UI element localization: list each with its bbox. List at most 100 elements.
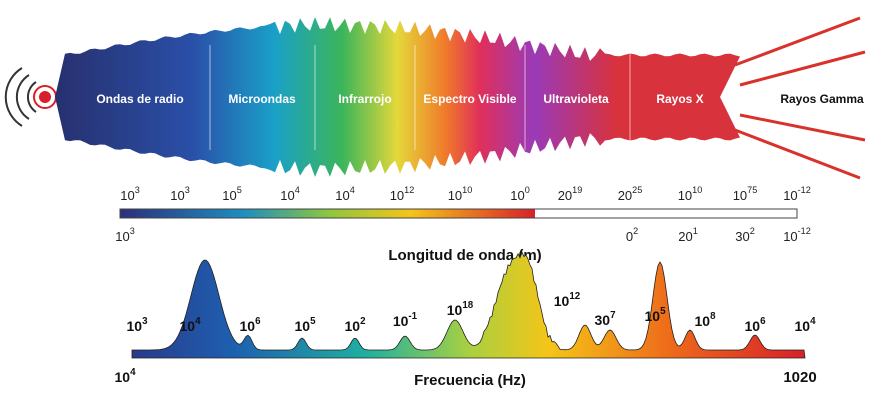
- frequency-top-label-base: 10: [344, 318, 360, 334]
- wavelength-top-label-base: 10: [120, 188, 134, 203]
- wavelength-top-label-exponent: 19: [572, 185, 582, 195]
- frequency-top-label-exponent: 6: [760, 316, 766, 327]
- frequency-left-label-exponent: 4: [130, 367, 136, 378]
- wavelength-top-label-base: 10: [280, 188, 294, 203]
- wavelength-top-label: 10-12: [783, 185, 811, 203]
- wavelength-top-label-exponent: 12: [404, 185, 414, 195]
- frequency-top-label-exponent: 2: [360, 316, 366, 327]
- wavelength-top-label-base: 10: [170, 188, 184, 203]
- frequency-top-label-exponent: 7: [610, 310, 616, 321]
- wavelength-top-label: 1075: [733, 185, 758, 203]
- frequency-top-label: 1012: [554, 291, 581, 309]
- wavelength-bottom-label-exponent: 3: [130, 226, 135, 236]
- frequency-top-label: 106: [744, 316, 766, 334]
- frequency-top-label-exponent: 4: [195, 316, 201, 327]
- frequency-top-label-base: 10: [794, 318, 810, 334]
- frequency-top-label: 307: [594, 310, 616, 328]
- wavelength-top-label: 105: [222, 185, 242, 203]
- frequency-top-label-exponent: 4: [810, 316, 816, 327]
- wavelength-bottom-label-exponent: -12: [798, 226, 811, 236]
- frequency-top-label-base: 10: [744, 318, 760, 334]
- wavelength-bottom-label-base: 20: [678, 229, 692, 244]
- frequency-top-label-base: 10: [239, 318, 255, 334]
- wavelength-top-label: 1010: [448, 185, 473, 203]
- wavelength-top-label: 1010: [678, 185, 703, 203]
- wavelength-top-label-base: 10: [678, 188, 692, 203]
- frequency-top-label-exponent: 8: [710, 311, 716, 322]
- wavelength-top-label-exponent: -12: [798, 185, 811, 195]
- wavelength-bottom-label-exponent: 2: [750, 226, 755, 236]
- wavelength-top-label-exponent: 10: [692, 185, 702, 195]
- frequency-top-label-base: 10: [554, 293, 570, 309]
- band-label: Espectro Visible: [423, 92, 516, 106]
- wavelength-bottom-label-exponent: 1: [693, 226, 698, 236]
- wavelength-top-label: 1012: [390, 185, 415, 203]
- wavelength-top-label-exponent: 0: [525, 185, 530, 195]
- frequency-top-label-base: 10: [126, 318, 142, 334]
- frequency-top-label-exponent: 6: [255, 316, 261, 327]
- frequency-top-label-exponent: 5: [660, 306, 666, 317]
- wavelength-top-label: 104: [335, 185, 355, 203]
- frequency-top-label-base: 30: [594, 312, 610, 328]
- wavelength-bottom-label-base: 30: [735, 229, 749, 244]
- wavelength-top-label-base: 10: [335, 188, 349, 203]
- frequency-top-label: 106: [239, 316, 261, 334]
- wavelength-bottom-label: 10-12: [783, 226, 811, 244]
- band-label: Infrarrojo: [338, 92, 391, 106]
- wavelength-top-label: 100: [510, 185, 530, 203]
- frequency-top-label: 108: [694, 311, 716, 329]
- frequency-top-label-base: 10: [447, 302, 463, 318]
- frequency-top-label: 10-1: [393, 311, 418, 329]
- frequency-right-label: 1020: [783, 369, 816, 386]
- frequency-top-label-base: 10: [179, 318, 195, 334]
- frequency-left-label-base: 10: [114, 369, 130, 385]
- wavelength-top-label-exponent: 4: [350, 185, 355, 195]
- wavelength-top-label: 2019: [558, 185, 583, 203]
- frequency-top-label-base: 10: [644, 308, 660, 324]
- wavelength-top-label-exponent: 4: [295, 185, 300, 195]
- spectrum-diagram: Longitud de onda (m) Frecuencia (Hz) 102…: [0, 0, 883, 394]
- wavelength-top-label-exponent: 25: [632, 185, 642, 195]
- wavelength-top-label-base: 10: [390, 188, 404, 203]
- wavelength-bottom-label: 201: [678, 226, 698, 244]
- frequency-top-label-exponent: 3: [142, 316, 148, 327]
- wavelength-top-label-base: 20: [618, 188, 632, 203]
- wavelength-bottom-label-base: 0: [626, 229, 633, 244]
- frequency-title: Frecuencia (Hz): [414, 372, 526, 389]
- wavelength-top-label-base: 10: [510, 188, 524, 203]
- wavelength-bottom-label-base: 10: [115, 229, 129, 244]
- frequency-top-label-base: 10: [694, 313, 710, 329]
- frequency-top-label-exponent: 18: [462, 300, 473, 311]
- wavelength-top-label-exponent: 5: [237, 185, 242, 195]
- frequency-top-label: 1018: [447, 300, 474, 318]
- band-label: Microondas: [228, 92, 296, 106]
- frequency-left-label: 104: [114, 367, 136, 385]
- wavelength-bar: [120, 209, 535, 218]
- frequency-top-label-base: 10: [393, 313, 409, 329]
- frequency-top-label: 102: [344, 316, 366, 334]
- wavelength-bottom-label: 302: [735, 226, 755, 244]
- wavelength-bottom-label: 103: [115, 226, 135, 244]
- radio-icon: [6, 68, 56, 126]
- frequency-top-label-base: 10: [294, 318, 310, 334]
- band-label: Ultravioleta: [543, 92, 609, 106]
- wavelength-top-label-exponent: 10: [462, 185, 472, 195]
- wavelength-bottom-label: 02: [626, 226, 638, 244]
- frequency-top-label-exponent: -1: [408, 311, 417, 322]
- wavelength-top-label-base: 10: [733, 188, 747, 203]
- frequency-top-label: 103: [126, 316, 148, 334]
- wavelength-top-label-base: 10: [448, 188, 462, 203]
- band-label: Rayos X: [656, 92, 703, 106]
- wavelength-bottom-label-base: 10: [783, 229, 797, 244]
- frequency-top-label: 105: [294, 316, 316, 334]
- wavelength-top-label: 104: [280, 185, 300, 203]
- wavelength-top-label-exponent: 3: [185, 185, 190, 195]
- wavelength-top-label: 103: [170, 185, 190, 203]
- wavelength-top-label-exponent: 75: [747, 185, 757, 195]
- wavelength-top-label-base: 10: [222, 188, 236, 203]
- frequency-top-label: 104: [794, 316, 816, 334]
- frequency-top-label-exponent: 5: [310, 316, 316, 327]
- wavelength-top-label-base: 20: [558, 188, 572, 203]
- wavelength-bottom-label-exponent: 2: [633, 226, 638, 236]
- frequency-top-label-exponent: 12: [569, 291, 580, 302]
